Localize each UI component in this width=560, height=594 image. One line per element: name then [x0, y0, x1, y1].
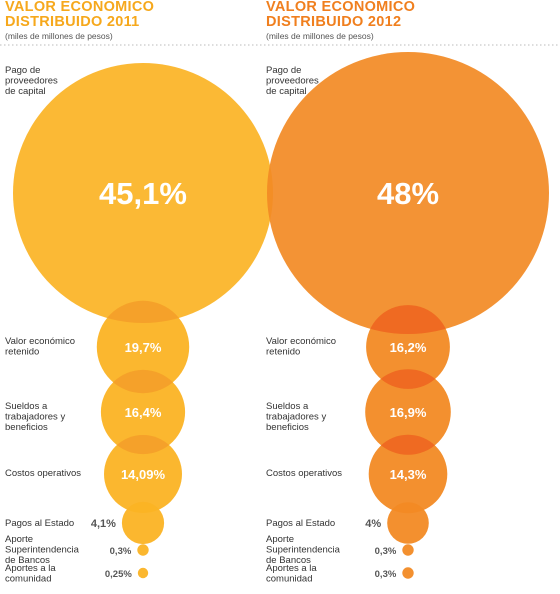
data-label: 16,2%: [390, 340, 427, 355]
category-label: Pago de proveedores de capital: [5, 65, 58, 97]
bubble: [96, 300, 190, 394]
category-label: Costos operativos: [266, 468, 342, 479]
data-label: 45,1%: [99, 176, 187, 211]
data-label: 4%: [365, 518, 381, 530]
data-label: 14,09%: [121, 467, 166, 482]
category-label: Aporte Superintendencia de Bancos: [266, 534, 341, 566]
chart-subtitle: (miles de millones de pesos): [266, 31, 374, 41]
bubble: [387, 502, 429, 544]
data-label: 16,9%: [390, 405, 427, 420]
bubble: [137, 567, 149, 579]
bubble-overlap: [366, 305, 450, 334]
category-label: Valor económico retenido: [266, 336, 336, 358]
chart-title-line: VALOR ECONÓMICO: [266, 0, 415, 15]
bubble: [368, 434, 448, 514]
category-label: Aporte Superintendencia de Bancos: [5, 534, 80, 566]
category-label: Sueldos a trabajadores y beneficios: [266, 401, 326, 433]
category-label: Pagos al Estado: [266, 518, 335, 529]
category-label: Pago de proveedores de capital: [266, 65, 319, 97]
data-label: 0,3%: [375, 569, 397, 580]
bubble: [402, 567, 414, 579]
category-label: Sueldos a trabajadores y beneficios: [5, 401, 65, 433]
data-label: 48%: [377, 176, 439, 211]
chart-title-line: DISTRIBUIDO 2012: [266, 14, 401, 30]
bubble: [104, 435, 182, 513]
bubble: [137, 544, 149, 556]
bubble: [267, 52, 549, 334]
bubble: [13, 63, 273, 323]
data-label: 0,25%: [105, 569, 132, 580]
bubble: [100, 369, 186, 455]
data-label: 14,3%: [390, 467, 427, 482]
category-label: Aportes a la comunidad: [266, 563, 317, 585]
data-label: 16,4%: [125, 405, 162, 420]
bubble: [402, 544, 414, 556]
category-label: Pagos al Estado: [5, 518, 74, 529]
data-label: 0,3%: [110, 546, 132, 557]
data-label: 0,3%: [375, 546, 397, 557]
bubble: [121, 501, 165, 545]
category-label: Costos operativos: [5, 468, 81, 479]
data-label: 4,1%: [91, 518, 116, 530]
chart-title-line: DISTRIBUIDO 2011: [5, 14, 140, 30]
chart-title-line: VALOR ECONÓMICO: [5, 0, 154, 15]
category-label: Valor económico retenido: [5, 336, 75, 358]
data-label: 19,7%: [125, 340, 162, 355]
chart-subtitle: (miles de millones de pesos): [5, 31, 113, 41]
category-label: Aportes a la comunidad: [5, 563, 56, 585]
bubble: [365, 369, 451, 455]
